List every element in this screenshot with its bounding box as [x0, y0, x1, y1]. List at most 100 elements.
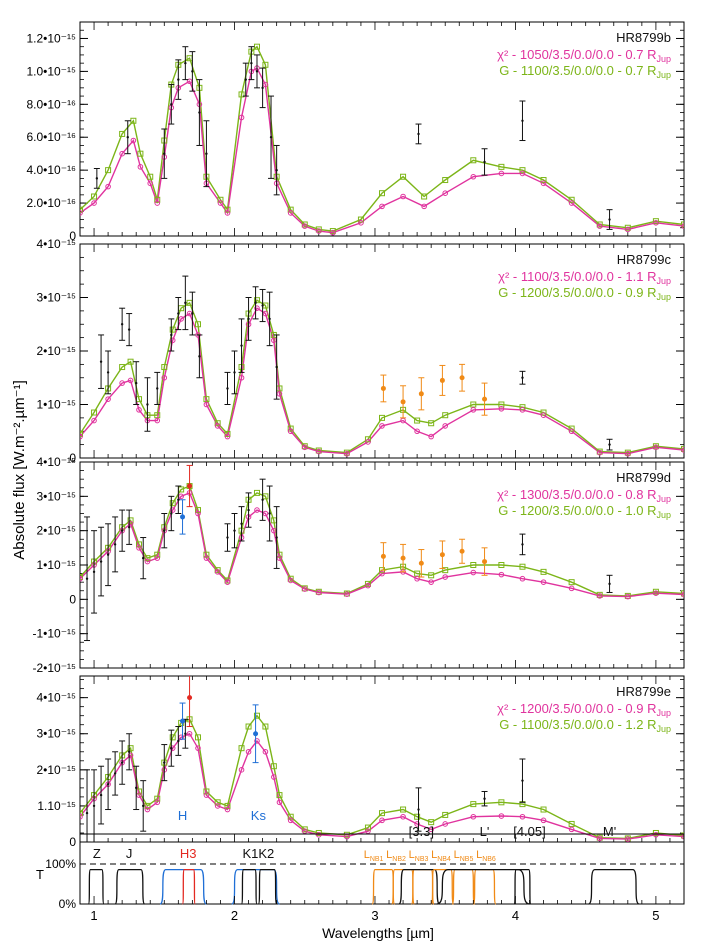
filter-label-text: [4.05]: [513, 824, 546, 839]
g-model-point: [540, 409, 547, 416]
chi2-model-point: [315, 589, 322, 596]
chi2-model-point: [625, 450, 631, 457]
g-model-point: [400, 806, 407, 813]
chi2-model-point: [625, 226, 631, 233]
filter-label-text: M': [603, 824, 616, 839]
data-point: [170, 103, 173, 106]
chi2-model-point: [80, 210, 83, 216]
g-legend-subscript: Jup: [656, 724, 671, 734]
chi2-model-point: [276, 799, 283, 806]
chi2-model-point: [127, 752, 134, 759]
y-tick-label: 6.0•10⁻¹⁶: [27, 130, 77, 144]
data-point: [85, 811, 89, 815]
g-model-point: [568, 196, 575, 203]
legend: HR8799e χ² - 1200/3.5/0.0/0.0 - 0.9 RJupG…: [497, 684, 671, 734]
data-point: [127, 526, 131, 529]
chi2-model-point: [653, 590, 659, 596]
data-point: [92, 804, 96, 808]
g-model-point: [442, 412, 449, 419]
chi2-model-point: [287, 577, 294, 584]
chi2-model-point: [498, 170, 505, 177]
chi2-model-point: [178, 316, 184, 322]
x-axis-title: Wavelengths [µm]: [322, 925, 434, 941]
filter-y-tick-label: 0%: [59, 897, 77, 911]
chi2-model-point: [203, 792, 210, 798]
g-model-point: [253, 489, 260, 496]
g-model-point: [91, 409, 98, 416]
chi2-model-point: [540, 412, 547, 419]
chi2-model-point: [154, 417, 161, 424]
g-model-point: [224, 577, 231, 584]
g-model-point: [154, 412, 161, 419]
g-model-point: [428, 572, 435, 579]
g-model-point: [144, 555, 151, 562]
filter-label-text: L: [409, 849, 415, 861]
chi2-model-point: [470, 407, 477, 413]
plot-area: [80, 43, 684, 236]
chi2-model-point: [169, 507, 176, 513]
g-model-point: [253, 712, 260, 719]
g-model-point: [470, 562, 477, 568]
g-model-point: [169, 500, 176, 507]
g-model-point: [568, 579, 575, 586]
filter-label-subscript: NB4: [437, 856, 451, 863]
data-point: [521, 779, 524, 782]
chi2-model-line: [80, 67, 684, 234]
g-model-point: [217, 196, 224, 203]
filter-label-subscript: NB3: [415, 856, 429, 863]
y-tick-label: 1•10⁻¹⁵: [36, 558, 76, 572]
g-model-point: [519, 167, 526, 174]
g-model-point: [400, 173, 407, 180]
data-point: [261, 498, 264, 501]
narrowband-point: [380, 553, 386, 559]
y-tick-label: 4•10⁻¹⁵: [36, 455, 76, 469]
panel-frame: [79, 675, 685, 843]
y-tick-label: 4•10⁻¹⁵: [36, 237, 76, 251]
legend: HR8799b χ² - 1050/3.5/0.0/0.0 - 0.7 RJupG…: [497, 30, 671, 80]
chi2-model-point: [358, 220, 364, 226]
chi2-model-point: [470, 569, 477, 576]
g-model-point: [681, 221, 684, 228]
chi2-model-point: [287, 428, 294, 435]
chi2-model-point: [127, 521, 134, 527]
y-tick-label: 2.0•10⁻¹⁶: [27, 196, 77, 210]
g-model-point: [421, 193, 428, 200]
data-point: [127, 328, 131, 331]
data-point: [177, 312, 180, 315]
g-legend-label: G - 1200/3.5/0.0/0.0 - 1.0 R: [498, 503, 656, 518]
data-point: [198, 355, 201, 358]
filter-label-subscript: NB1: [370, 856, 384, 863]
x-tick-label: 4: [512, 908, 519, 923]
data-point: [483, 797, 486, 800]
filter-label: H: [178, 808, 187, 823]
chi2-model-point: [428, 826, 434, 833]
filter-label-text: L: [386, 849, 392, 861]
chi2-model-point: [301, 444, 308, 451]
chi2-model-point: [137, 164, 144, 170]
g-model-point: [80, 810, 83, 817]
g-model-point: [498, 562, 505, 568]
data-point: [233, 529, 236, 532]
g-model-point: [130, 117, 137, 124]
chi2-model-point: [428, 433, 434, 440]
chi2-model-point: [238, 767, 245, 773]
chi2-legend-entry: χ² - 1200/3.5/0.0/0.0 - 0.9 RJup: [497, 701, 671, 718]
y-tick-label: 2•10⁻¹⁵: [36, 524, 76, 538]
g-model-point: [540, 177, 547, 184]
chi2-model-point: [186, 78, 193, 85]
chi2-model-point: [625, 836, 631, 842]
chi2-model-point: [400, 813, 406, 820]
g-model-point: [169, 734, 176, 741]
data-point: [163, 529, 166, 532]
narrowband-point: [482, 396, 488, 402]
filter-label: LNB5: [454, 849, 474, 863]
chi2-model-point: [498, 405, 505, 412]
data-point: [99, 793, 103, 797]
broadband-point: [187, 483, 193, 489]
chi2-model-point: [214, 569, 221, 575]
g-model-point: [379, 414, 385, 421]
data-point: [521, 376, 524, 379]
data-point: [134, 381, 138, 385]
data-point: [92, 570, 96, 574]
g-model-point: [519, 404, 526, 411]
